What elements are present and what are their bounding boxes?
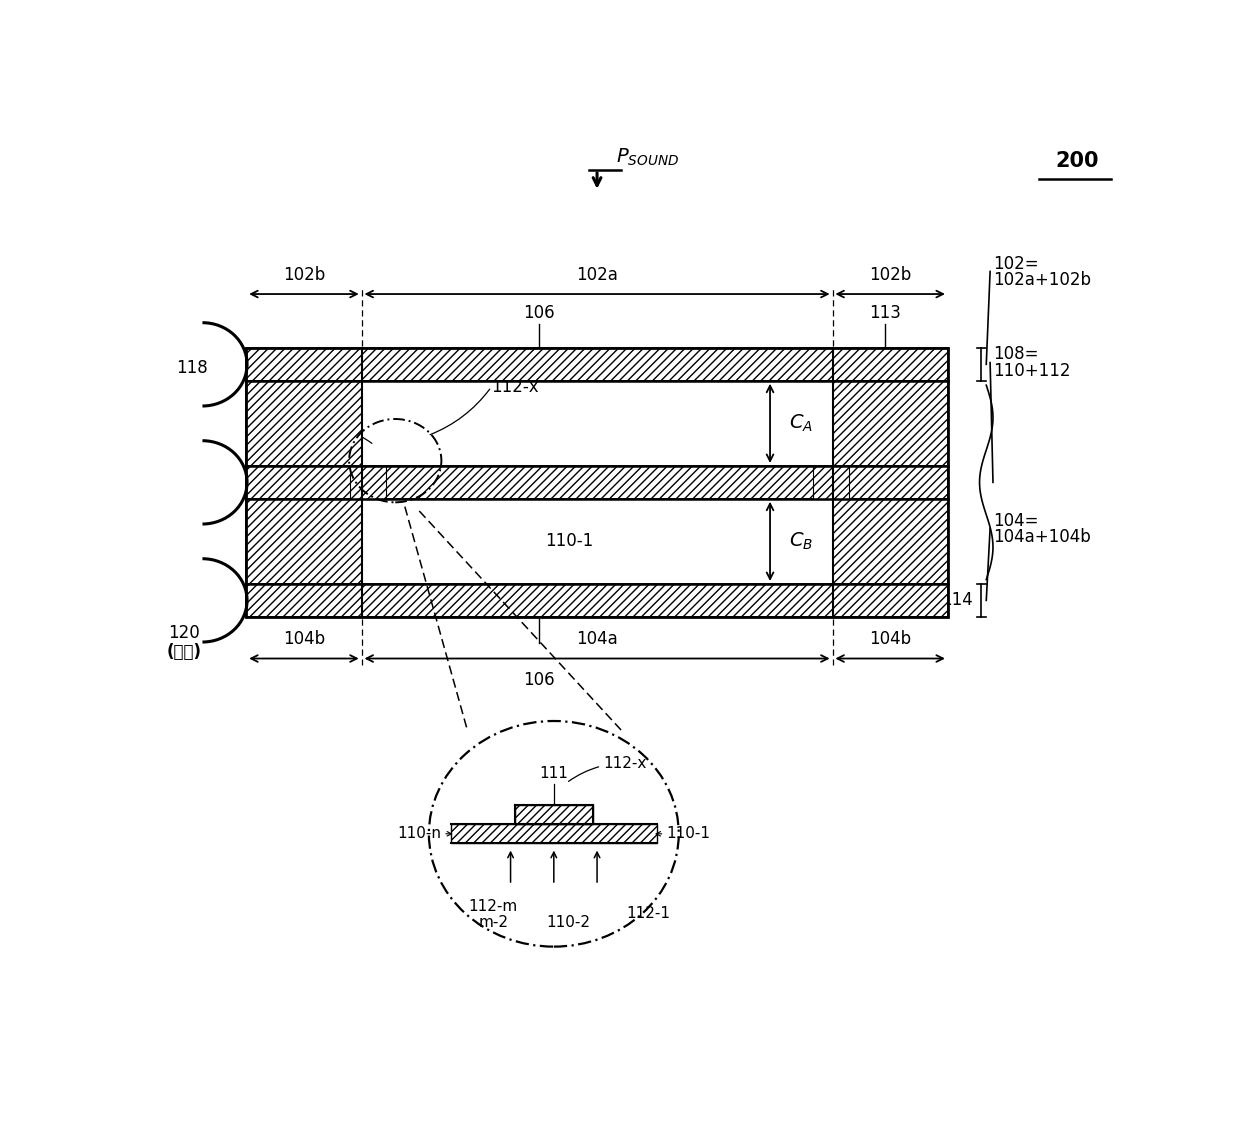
Text: 110+112: 110+112 [993, 362, 1070, 380]
Text: (任选): (任选) [166, 642, 201, 660]
Bar [515, 805, 593, 824]
Text: 108=: 108= [993, 345, 1038, 363]
Bar [813, 465, 849, 499]
Text: 112-x: 112-x [604, 756, 647, 771]
Text: 104a: 104a [577, 630, 618, 648]
Text: 120: 120 [167, 624, 200, 641]
Bar [247, 584, 947, 616]
Text: 112: 112 [306, 417, 337, 435]
Text: 112-1: 112-1 [626, 906, 670, 921]
Text: 106: 106 [523, 304, 556, 322]
Bar [515, 805, 593, 824]
Bar [350, 465, 386, 499]
Text: 110-2: 110-2 [547, 914, 590, 930]
Text: 113: 113 [869, 304, 901, 322]
Bar [247, 465, 947, 499]
Bar [451, 824, 657, 843]
Text: m-2: m-2 [479, 914, 508, 930]
Text: 110-1: 110-1 [544, 532, 593, 550]
Text: 104b: 104b [869, 630, 911, 648]
Text: 112: 112 [283, 406, 314, 424]
Text: 102a: 102a [577, 266, 618, 284]
Text: 118: 118 [176, 358, 207, 376]
Text: $P_{SOUND}$: $P_{SOUND}$ [616, 147, 680, 168]
Text: $C_B$: $C_B$ [789, 531, 813, 552]
Text: 102=: 102= [993, 255, 1039, 273]
Text: 102b: 102b [869, 266, 911, 284]
Text: 200: 200 [1055, 151, 1100, 171]
Text: 112-x: 112-x [491, 378, 539, 396]
Bar [832, 499, 947, 584]
Text: 110-n: 110-n [861, 532, 909, 550]
Bar [451, 824, 657, 843]
Text: 110-n: 110-n [280, 532, 329, 550]
Text: 104=: 104= [993, 512, 1038, 530]
Text: 102a+102b: 102a+102b [993, 272, 1091, 290]
Text: 114: 114 [941, 592, 973, 610]
Text: 104b: 104b [283, 630, 325, 648]
Bar [247, 499, 362, 584]
Text: 112-m: 112-m [469, 899, 518, 914]
Text: 111: 111 [539, 766, 568, 781]
Bar [247, 381, 362, 465]
Bar [832, 381, 947, 465]
Text: 112: 112 [874, 415, 906, 433]
Bar [247, 348, 947, 381]
Text: $C_A$: $C_A$ [789, 412, 813, 434]
Text: 104a+104b: 104a+104b [993, 529, 1091, 545]
Circle shape [429, 721, 678, 947]
Text: 106: 106 [523, 671, 556, 689]
Bar [247, 348, 947, 616]
Text: 102b: 102b [283, 266, 325, 284]
Text: 110-1: 110-1 [666, 826, 711, 842]
Text: 110-n: 110-n [397, 826, 441, 842]
